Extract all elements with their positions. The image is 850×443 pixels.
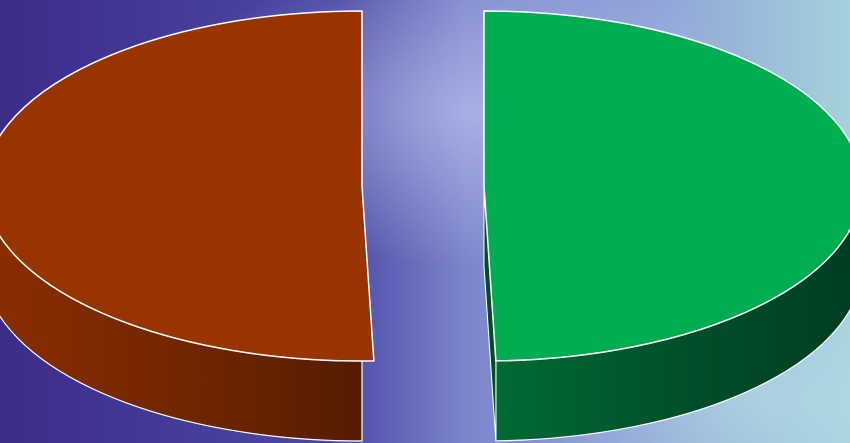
pie-slice-1[interactable] bbox=[0, 10, 375, 442]
pie-slice-2[interactable] bbox=[483, 10, 850, 442]
slices-group bbox=[0, 10, 850, 442]
pie-slice-2-top bbox=[483, 10, 850, 362]
pie-slice-1-top bbox=[0, 10, 375, 362]
